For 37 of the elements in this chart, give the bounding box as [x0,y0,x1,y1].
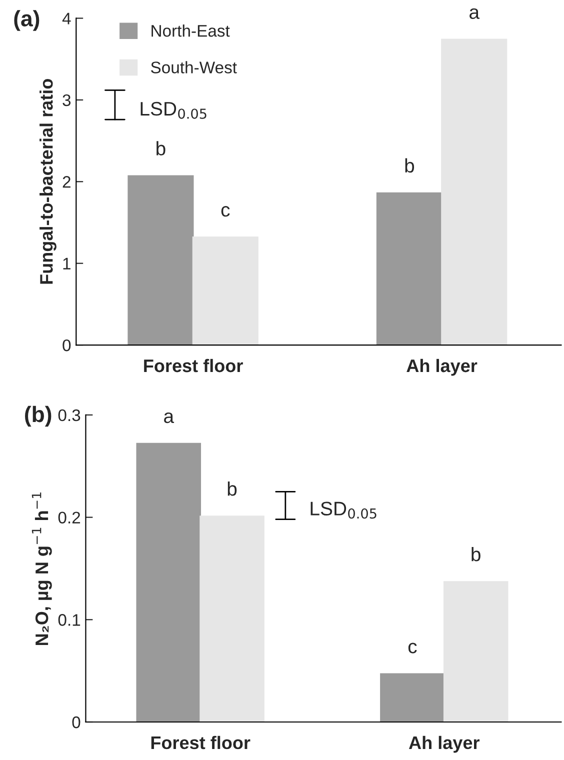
data-label: b [472,546,480,562]
bar [200,516,264,722]
y-tick-label: 1 [63,258,70,270]
data-label: c [408,642,417,654]
data-label: c [221,206,230,217]
data-label: b [156,141,166,156]
x-tick-label: Ah layer [408,736,480,753]
legend-label: South-West [151,61,237,74]
y-axis-title: Fungal-to-bacterial ratio [40,79,56,284]
data-label: b [228,481,237,496]
x-tick-label: Forest floor [144,358,243,372]
chart-title: (b) [25,406,52,427]
y-tick-label: 3 [62,94,71,106]
y-tick-label: 0 [62,339,71,352]
legend-label: North-East [152,24,230,37]
y-tick-label: 0 [72,716,80,728]
bar [136,442,202,722]
chart-title: (a) [14,10,40,31]
y-tick-label: 4 [62,12,71,24]
data-label: b [405,158,414,173]
bar [192,236,258,346]
data-label: a [164,412,174,424]
y-axis-title: N₂O, µg N g$^{−1}$ h$^{−1}$ [32,492,52,645]
annotation: LSD$_{0.05}$ [310,502,376,519]
annotation: LSD$_{0.05}$ [140,102,206,119]
y-tick-label: 0.3 [58,409,80,422]
bar [443,581,508,722]
bar [380,673,445,722]
data-label: a [470,8,480,19]
bar [441,38,508,346]
x-tick-label: Ah layer [406,358,478,376]
bar [128,175,194,346]
y-tick-label: 0.1 [58,614,80,626]
y-tick-label: 0.2 [58,512,80,524]
bar [376,192,442,346]
x-tick-label: Forest floor [151,736,250,750]
y-tick-label: 2 [62,176,70,188]
